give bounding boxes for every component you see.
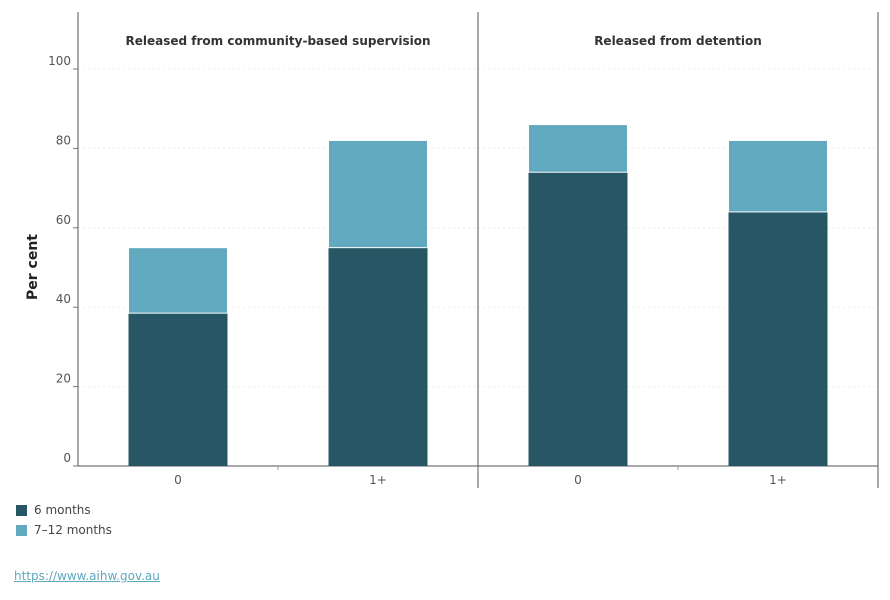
x-tick-label: 0 — [174, 473, 182, 487]
source-link[interactable]: https://www.aihw.gov.au — [14, 569, 160, 583]
x-tick-label: 0 — [574, 473, 582, 487]
panel-title: Released from detention — [594, 34, 762, 48]
y-tick-label: 40 — [56, 292, 71, 306]
legend-item-6-months[interactable]: 6 months — [16, 500, 112, 520]
bar-segment-7-12-months — [528, 124, 628, 173]
y-tick-label: 20 — [56, 372, 71, 386]
y-tick-label: 0 — [63, 451, 71, 465]
y-axis-label: Per cent — [25, 234, 41, 300]
bar-segment-6-months — [128, 313, 228, 466]
legend-label: 7–12 months — [34, 523, 112, 537]
legend-swatch-7-12-months — [16, 524, 27, 536]
panel-1: Released from community-based supervisio… — [126, 34, 431, 487]
legend-swatch-6-months — [16, 504, 27, 516]
bar-segment-7-12-months — [328, 139, 428, 249]
bar-segment-7-12-months — [128, 247, 228, 314]
y-tick-label: 80 — [56, 133, 71, 147]
bar-segment-6-months — [328, 247, 428, 466]
y-tick-label: 60 — [56, 213, 71, 227]
bar-segment-6-months — [528, 172, 628, 466]
y-tick-label: 100 — [48, 54, 71, 68]
bar-segment-7-12-months — [728, 139, 828, 213]
legend: 6 months 7–12 months — [16, 500, 112, 540]
x-tick-label: 1+ — [369, 473, 387, 487]
panel-title: Released from community-based supervisio… — [126, 34, 431, 48]
chart-panels: Released from community-based supervisio… — [126, 12, 828, 488]
legend-label: 6 months — [34, 503, 91, 517]
panel-2: Released from detention 0 1+ — [477, 12, 828, 488]
x-tick-label: 1+ — [769, 473, 787, 487]
bar-segment-6-months — [728, 211, 828, 466]
legend-item-7-12-months[interactable]: 7–12 months — [16, 520, 112, 540]
